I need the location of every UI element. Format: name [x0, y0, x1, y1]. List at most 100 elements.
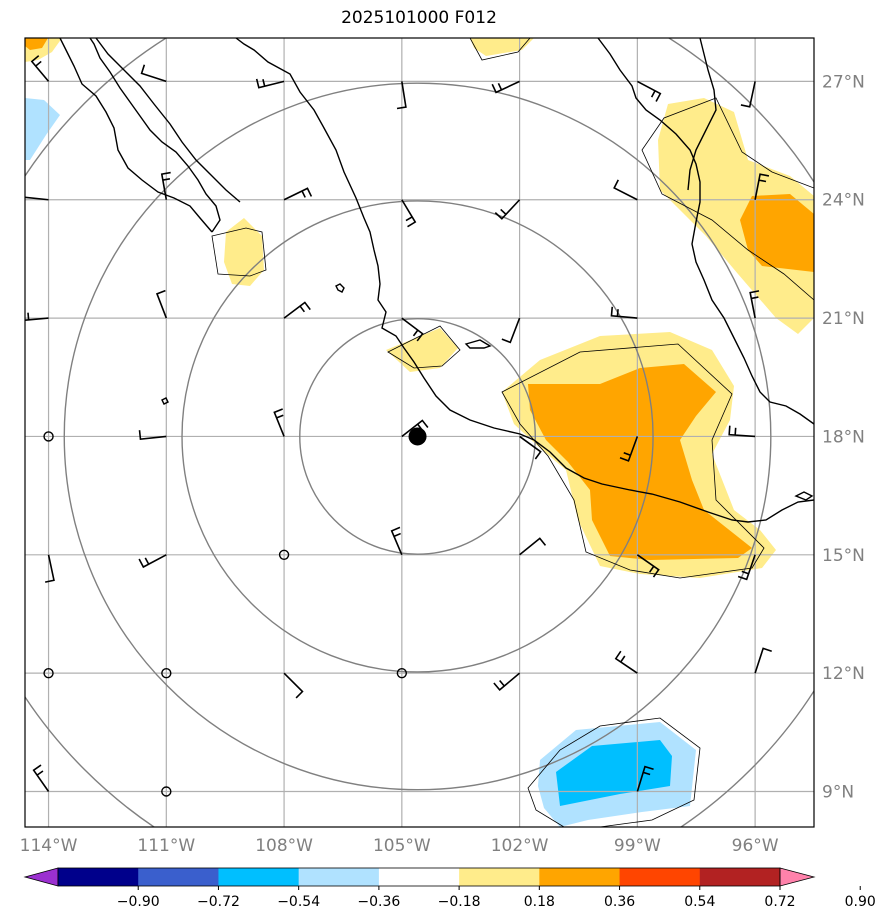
coastline-baja-peninsula-east	[89, 38, 221, 233]
wind-barb	[519, 435, 542, 460]
colorbar-extend-high	[779, 867, 816, 887]
range-ring-2	[63, 82, 772, 791]
latitude-label: 24°N	[822, 191, 865, 211]
positive-field-coast	[386, 328, 458, 372]
wind-barb	[493, 672, 521, 691]
colorbar-extend-low	[23, 867, 59, 887]
longitude-label: 114°W	[20, 836, 78, 856]
colorbar-tick-label: −0.36	[357, 894, 400, 910]
longitude-label: 96°W	[732, 836, 779, 856]
wind-barb	[737, 554, 756, 581]
wind-barb	[390, 526, 403, 556]
contour-outline-southmexico	[501, 343, 765, 579]
wind-barb	[494, 199, 521, 220]
colorbar-tick-label: 0.90	[845, 894, 876, 910]
contour-outline-top	[469, 38, 531, 61]
wind-barb	[30, 55, 50, 82]
coastline-gulf-east	[95, 38, 241, 203]
coastline-mainland-mexico	[235, 38, 814, 523]
latitude-label: 18°N	[822, 427, 865, 447]
longitude-label: 105°W	[373, 836, 431, 856]
wind-barb	[501, 317, 521, 344]
wind-barb	[140, 64, 167, 83]
wind-barb	[283, 301, 311, 319]
positive-field-top	[470, 38, 534, 56]
plot-frame	[24, 37, 815, 828]
contour-outline-southeast	[527, 717, 701, 827]
island-small-1	[335, 283, 345, 293]
latitude-label: 9°N	[822, 782, 854, 802]
wind-barb	[25, 312, 49, 321]
colorbar-tick-label: 0.18	[524, 894, 555, 910]
wind-barb	[619, 436, 639, 462]
colorbar-tick-label: 0.36	[604, 894, 635, 910]
negative-field-west	[25, 98, 60, 160]
calm-wind-circle	[161, 667, 172, 679]
wind-barb	[749, 290, 760, 319]
colorbar-segment	[138, 868, 219, 886]
colorbar-segment	[699, 868, 781, 886]
wind-barb	[396, 81, 407, 110]
colorbar-segment	[539, 868, 621, 886]
colorbar	[23, 867, 816, 887]
colorbar-tick-label: −0.54	[277, 894, 320, 910]
storm-center-marker	[408, 427, 427, 446]
wind-barb	[401, 317, 424, 342]
range-ring-0	[299, 317, 536, 555]
colorbar-tick-label: −0.90	[117, 894, 160, 910]
wind-barb	[754, 173, 770, 200]
anomaly-fields	[25, 38, 814, 827]
longitude-label: 108°W	[255, 836, 313, 856]
colorbar-tick-label: −0.72	[197, 894, 240, 910]
longitude-label: 99°W	[614, 836, 661, 856]
latitude-labels: 27°N 24°N 21°N 18°N 15°N 12°N 9°N	[822, 72, 865, 802]
calm-wind-circle	[161, 786, 172, 797]
colorbar-segment	[58, 868, 139, 886]
orange-field-southmexico	[528, 364, 752, 560]
colorbar-segment	[378, 868, 460, 886]
calm-wind-circle	[278, 549, 290, 560]
longitude-label: 111°W	[137, 836, 195, 856]
longitude-labels: 114°W 111°W 108°W 105°W 102°W 99°W 96°W	[20, 836, 779, 856]
contour-outlines	[211, 38, 814, 827]
wind-barb	[138, 554, 167, 569]
contour-outline-baja	[211, 227, 267, 277]
latitude-label: 15°N	[822, 546, 865, 566]
wind-barb	[754, 647, 772, 674]
contour-outline-coast	[387, 325, 461, 369]
coastline-baja-peninsula-west	[59, 38, 213, 233]
colorbar-tick-label: 0.54	[684, 894, 715, 910]
positive-field-nw-corner-core	[25, 38, 48, 50]
wind-barb	[44, 554, 55, 583]
wind-barb	[283, 672, 304, 699]
wind-barb	[610, 306, 638, 319]
island-small-3	[464, 339, 492, 349]
wind-barb	[636, 554, 660, 578]
positive-field-northeast	[658, 98, 814, 334]
colorbar-segment	[298, 868, 380, 886]
wind-barb	[160, 171, 171, 200]
latitude-label: 27°N	[822, 72, 865, 92]
calm-wind-circle	[43, 667, 54, 679]
deep-negative-field-southeast	[556, 740, 672, 806]
wind-barb	[728, 425, 756, 438]
contour-outline-northeast	[641, 97, 814, 301]
colorbar-tick-label: −0.18	[438, 894, 481, 910]
wind-barb	[613, 179, 638, 201]
coastline-texas	[687, 38, 717, 191]
wind-barb	[255, 78, 285, 89]
wind-barb	[283, 187, 313, 201]
colorbar-tick-labels: −0.90 −0.72 −0.54 −0.36 −0.18 0.18 0.36 0.54 0.7…	[117, 886, 876, 910]
wind-barb	[636, 80, 662, 102]
island-small-4	[794, 491, 814, 501]
latitude-label: 21°N	[822, 309, 865, 329]
colorbar-tick-label: 0.72	[764, 894, 795, 910]
coastlines	[59, 38, 814, 523]
calm-wind-circle	[43, 431, 54, 442]
wind-barb	[614, 650, 638, 674]
island-small-2	[161, 397, 169, 405]
wind-barb	[636, 765, 654, 792]
